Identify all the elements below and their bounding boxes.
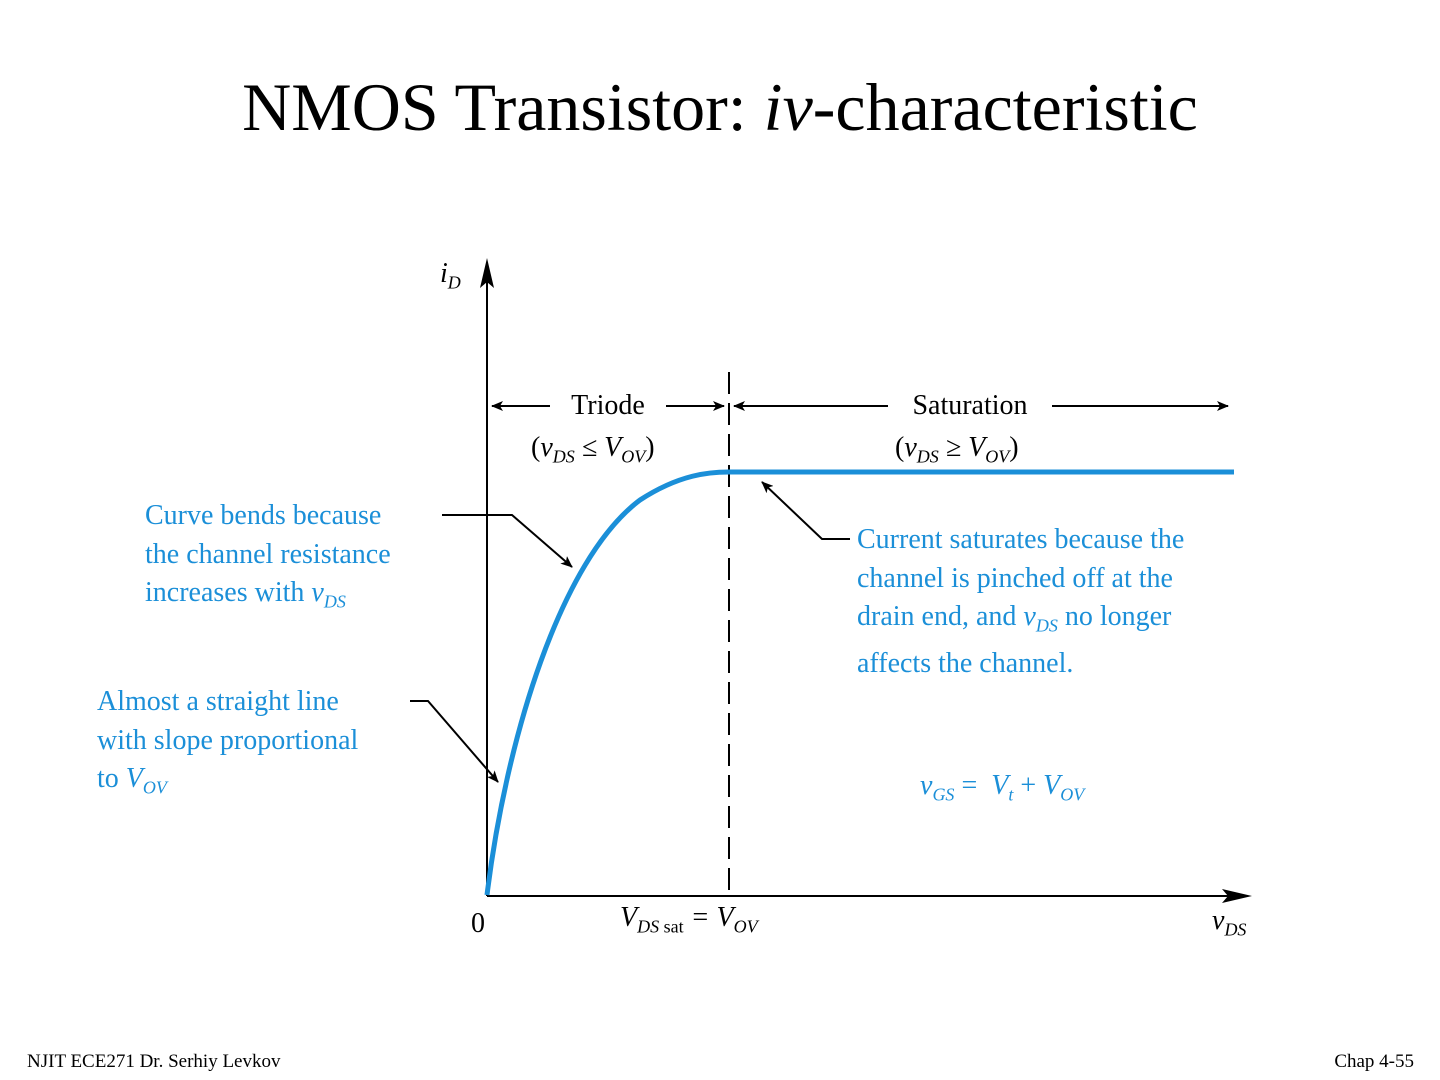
curve-bends-pointer [442,514,573,568]
curve-bends-note: Curve bends because the channel resistan… [145,500,391,612]
straight-line-pointer [410,700,499,783]
triode-label: Triode [571,390,645,421]
x-axis-label: vDS [1212,905,1247,940]
current-saturates-note: Current saturates because the channel is… [857,524,1185,680]
footer-left: NJIT ECE271 Dr. Serhiy Levkov [27,1051,281,1072]
saturates-pointer [761,481,850,540]
x-axis-arrow-icon [1222,889,1252,903]
vdssat-label: VDS sat = VOV [620,902,758,937]
saturation-condition: (vDS ≥ VOV) [895,432,1019,467]
footer-right: Chap 4-55 [1334,1051,1414,1072]
origin-label: 0 [471,908,485,939]
slide-title: NMOS Transistor: iv-characteristic [242,69,1198,145]
y-axis-label: iD [440,258,461,293]
id-vds-curve [484,469,1234,896]
y-axis-arrow-icon [480,258,494,288]
straight-line-note: Almost a straight line with slope propor… [97,686,359,798]
triode-condition: (vDS ≤ VOV) [531,432,655,467]
vgs-equation: vGS = Vt + VOV [920,770,1085,805]
saturation-label: Saturation [912,390,1028,421]
